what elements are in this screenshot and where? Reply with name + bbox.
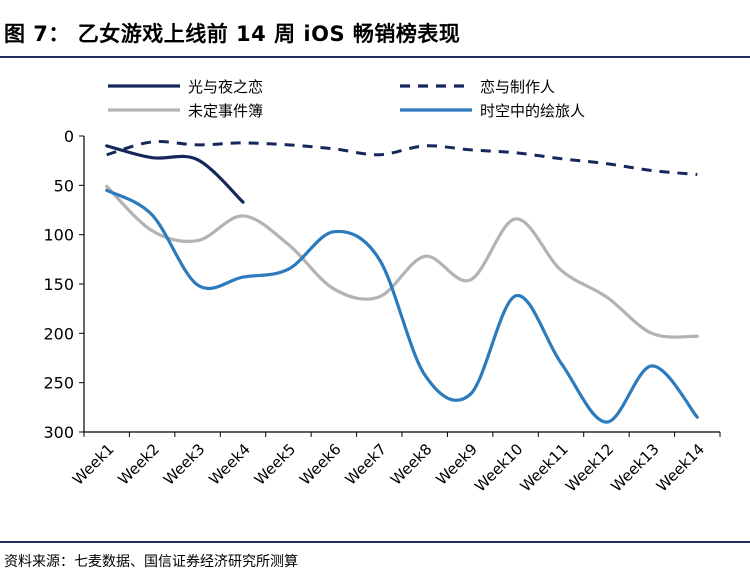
source-note: 资料来源：七麦数据、国信证券经济研究所测算 (4, 554, 298, 570)
x-tick-label: Week12 (562, 440, 617, 495)
chart-title: 图 7： 乙女游戏上线前 14 周 iOS 畅销榜表现 (4, 22, 461, 46)
y-tick-label: 0 (64, 127, 74, 146)
legend-label: 恋与制作人 (480, 78, 555, 96)
series-line-1 (105, 144, 245, 204)
x-tick-label: Week5 (251, 440, 300, 489)
y-tick-label: 50 (54, 176, 74, 195)
x-tick-label: Week7 (342, 440, 391, 489)
series-line-4 (105, 188, 699, 424)
x-tick-label: Week14 (653, 440, 708, 495)
x-tick-label: Week4 (205, 440, 254, 489)
y-tick-label: 150 (43, 275, 74, 294)
y-tick-label: 100 (43, 226, 74, 245)
legend-label: 时空中的绘旅人 (480, 102, 585, 120)
series-line-3 (105, 184, 699, 339)
legend-label: 光与夜之恋 (188, 78, 263, 96)
legend-label: 未定事件簿 (188, 102, 263, 120)
x-tick-label: Week11 (517, 440, 572, 495)
chart-axes: 050100150200250300Week1Week2Week3Week4We… (43, 127, 721, 495)
series-line-2 (106, 140, 698, 176)
y-tick-label: 250 (43, 374, 74, 393)
x-tick-label: Week10 (471, 440, 526, 495)
x-tick-label: Week2 (114, 440, 163, 489)
legend-item-4: 时空中的绘旅人 (400, 102, 585, 120)
y-tick-label: 300 (43, 423, 74, 442)
x-tick-label: Week6 (296, 440, 345, 489)
legend-item-2: 恋与制作人 (400, 78, 555, 96)
title-divider (0, 56, 750, 58)
legend-item-1: 光与夜之恋 (108, 78, 263, 96)
chart-series (105, 140, 699, 424)
x-tick-label: Week3 (160, 440, 209, 489)
x-tick-label: Week13 (607, 440, 662, 495)
footer-divider (0, 541, 750, 543)
x-tick-label: Week1 (69, 440, 118, 489)
x-tick-label: Week8 (387, 440, 436, 489)
legend-item-3: 未定事件簿 (108, 102, 263, 120)
y-tick-label: 200 (43, 324, 74, 343)
